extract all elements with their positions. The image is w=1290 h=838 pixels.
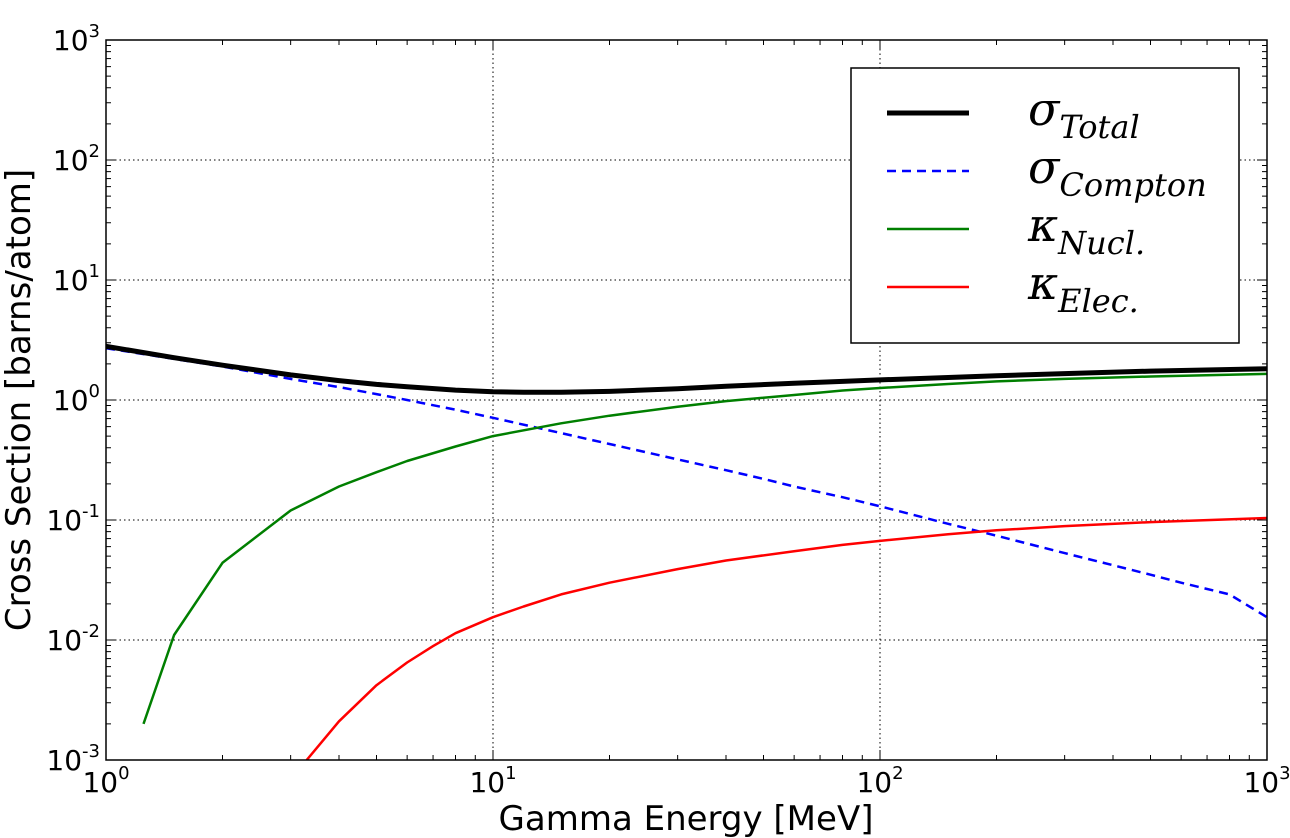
y-tick-label: 100 [53, 381, 100, 417]
tick-marks [105, 39, 1268, 761]
series-line-total [106, 343, 1267, 395]
x-tick-label: 101 [469, 763, 516, 799]
y-tick-label: 10-2 [46, 621, 100, 657]
legend-label-nucl: κNucl. [1027, 198, 1145, 262]
x-tick-label: 103 [1243, 763, 1290, 799]
y-tick-label: 102 [53, 141, 100, 177]
x-tick-labels: 100 101 102 103 [82, 763, 1290, 799]
y-tick-label: 10-3 [46, 741, 100, 777]
legend-label-total: σTotal [1028, 82, 1140, 146]
x-axis-label: Gamma Energy [MeV] [499, 799, 874, 838]
x-tick-label: 102 [856, 763, 903, 799]
y-tick-label: 103 [53, 21, 100, 57]
legend-label-compton: σCompton [1028, 140, 1207, 204]
y-axis-label: Cross Section [barns/atom] [0, 169, 39, 631]
series-line-nucl [142, 372, 1267, 725]
series-line-compton [106, 346, 1267, 619]
y-tick-label: 101 [53, 261, 100, 297]
x-tick-label: 100 [82, 763, 129, 799]
y-tick-labels: 10-3 10-2 10-1 100 101 102 103 [46, 21, 100, 777]
series-line-elec [305, 516, 1267, 760]
legend-label-elec: κElec. [1027, 256, 1139, 320]
y-tick-label: 10-1 [46, 501, 100, 537]
series-group [106, 343, 1267, 760]
